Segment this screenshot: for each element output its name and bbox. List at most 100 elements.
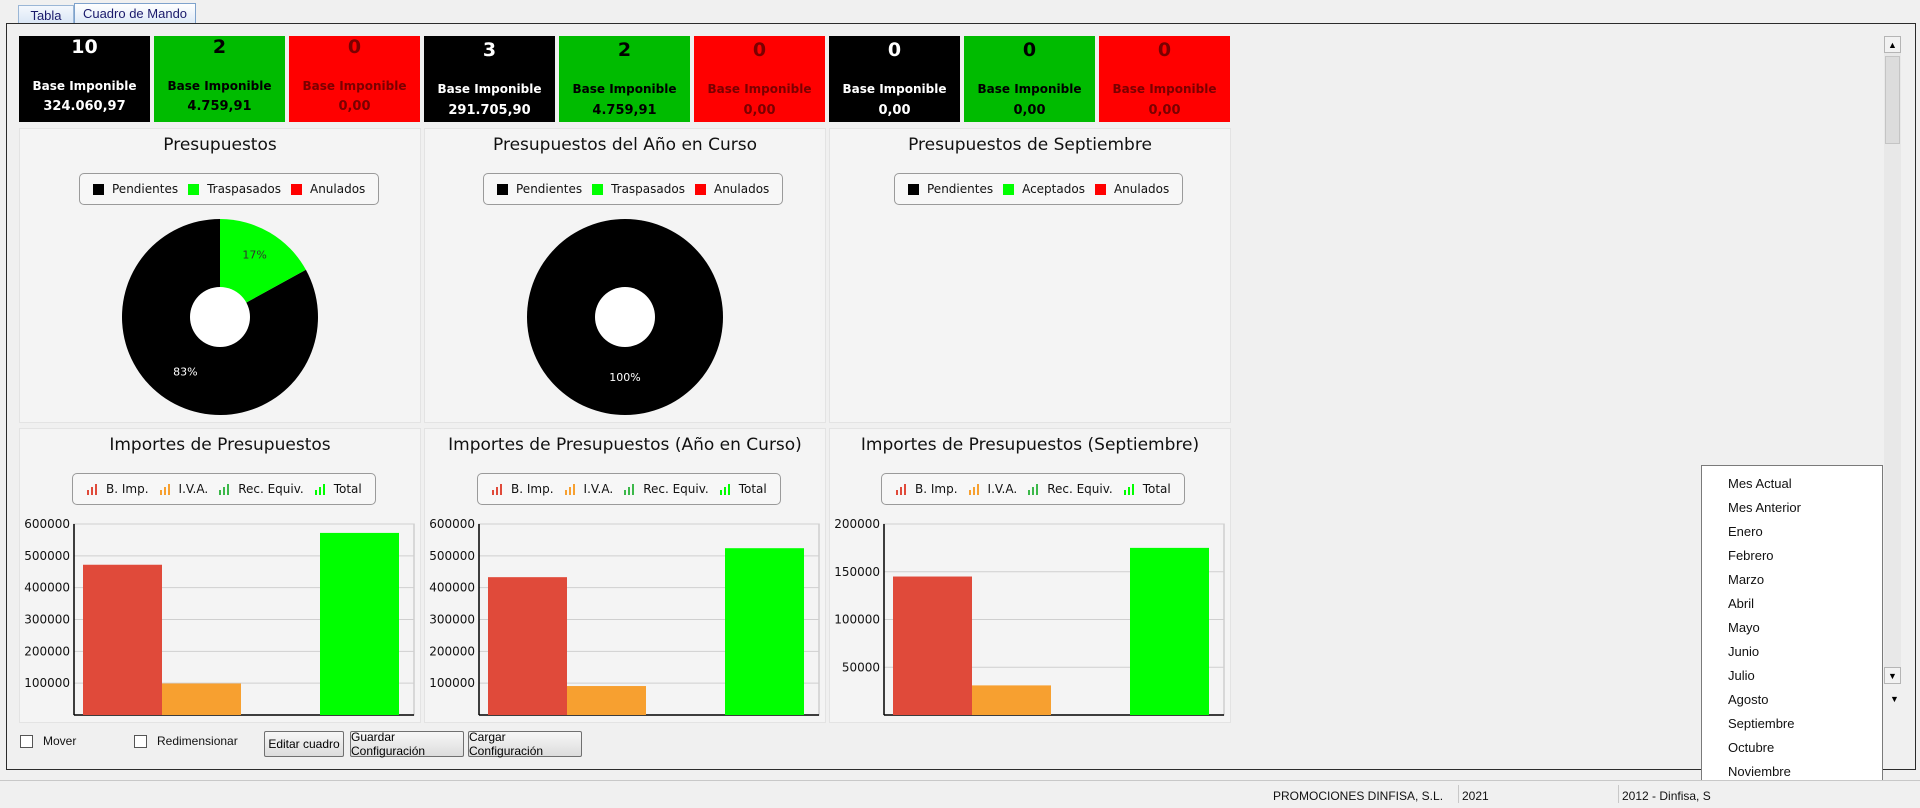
dropdown-option[interactable]: Mes Actual [1728, 476, 1792, 491]
redimensionar-checkbox[interactable]: Redimensionar [134, 734, 238, 748]
y-tick-label: 200000 [834, 517, 880, 531]
dropdown-option[interactable]: Enero [1728, 524, 1763, 539]
cargar-configuracion-button[interactable]: Cargar Configuración [468, 730, 582, 758]
bar-chart: 200000 150000 100000 50000 [834, 517, 1225, 716]
dropdown-option[interactable]: Septiembre [1728, 716, 1795, 731]
status-separator [1618, 785, 1619, 803]
scroll-up-icon[interactable]: ▲ [1884, 36, 1901, 53]
kpi-count: 0 [887, 39, 902, 61]
editar-cuadro-button[interactable]: Editar cuadro [264, 731, 344, 757]
pie-slice-label: 100% [609, 371, 640, 384]
checkbox-label: Mover [43, 734, 77, 748]
guardar-configuracion-button[interactable]: Guardar Configuración [350, 730, 464, 758]
pie-panel-septiembre: Presupuestos de Septiembre Pendientes Ac… [829, 128, 1231, 423]
chart-legend: B. Imp. I.V.A. Rec. Equiv. Total [881, 473, 1185, 505]
kpi-tile: 3 Base Imponible 291.705,90 [424, 36, 555, 122]
status-year: 2021 [1462, 789, 1489, 803]
kpi-label: Base Imponible [977, 82, 1082, 96]
bar-chart-icon [87, 484, 97, 495]
chart-legend: Pendientes Traspasados Anulados [483, 173, 784, 205]
dropdown-option[interactable]: Noviembre [1728, 764, 1791, 779]
legend-swatch-black [908, 183, 919, 195]
kpi-tile: 2 Base Imponible 4.759,91 [154, 36, 285, 122]
dropdown-option[interactable]: Marzo [1728, 572, 1765, 587]
status-separator [1458, 785, 1459, 803]
checkbox-box[interactable] [20, 734, 33, 748]
bar-chart-icon [1123, 484, 1134, 495]
scroll-thumb[interactable] [1885, 56, 1900, 144]
kpi-label: Base Imponible [842, 82, 947, 96]
legend-label: I.V.A. [987, 482, 1018, 496]
tab-tabla[interactable]: Tabla [18, 5, 74, 24]
dropdown-option[interactable]: Abril [1728, 596, 1755, 611]
dropdown-option[interactable]: Agosto [1728, 692, 1769, 707]
legend-swatch-green [1003, 183, 1015, 195]
chart-legend: B. Imp. I.V.A. Rec. Equiv. Total [72, 473, 376, 505]
dropdown-option[interactable]: Febrero [1728, 548, 1774, 563]
dropdown-option[interactable]: Junio [1728, 644, 1760, 659]
kpi-count: 0 [1157, 39, 1172, 61]
legend-label: Total [1142, 482, 1171, 496]
legend-item: Rec. Equiv. [1027, 482, 1113, 496]
legend-swatch-black [497, 183, 508, 195]
kpi-count: 0 [347, 36, 362, 58]
dropdown-arrow-icon[interactable]: ▼ [1890, 694, 1899, 704]
kpi-label: Base Imponible [707, 82, 812, 96]
bar-1 [972, 685, 1051, 715]
y-tick-label: 500000 [24, 549, 70, 563]
status-bar: PROMOCIONES DINFISA, S.L. 2021 2012 - Di… [0, 780, 1920, 806]
panel-title: Presupuestos [163, 135, 277, 155]
bar-3 [1130, 547, 1209, 715]
kpi-tile: 0 Base Imponible 0,00 [1099, 36, 1230, 122]
legend-label: Pendientes [112, 182, 179, 196]
kpi-count: 3 [482, 39, 497, 61]
mover-checkbox[interactable]: Mover [20, 734, 76, 748]
kpi-tile: 0 Base Imponible 0,00 [964, 36, 1095, 122]
bar-chart: 600000 500000 400000 300000 200000 100000 [429, 517, 820, 716]
legend-item: Anulados [290, 182, 365, 196]
dropdown-option[interactable]: Octubre [1728, 740, 1775, 755]
kpi-label: Base Imponible [167, 79, 272, 93]
checkbox-box[interactable] [134, 734, 147, 748]
bar-chart-icon [159, 484, 170, 495]
status-company: PROMOCIONES DINFISA, S.L. [1273, 789, 1444, 803]
kpi-value: 0,00 [743, 103, 776, 118]
y-tick-label: 600000 [429, 517, 475, 531]
legend-label: Pendientes [927, 182, 994, 196]
kpi-label: Base Imponible [302, 79, 407, 93]
kpi-tile: 0 Base Imponible 0,00 [829, 36, 960, 122]
legend-swatch-red [1094, 183, 1106, 195]
kpi-label: Base Imponible [32, 79, 137, 93]
legend-item: Total [1123, 482, 1171, 496]
panel-title: Presupuestos del Año en Curso [493, 135, 757, 155]
bar-0 [488, 577, 567, 715]
bar-1 [567, 686, 646, 715]
legend-item: B. Imp. [86, 482, 149, 496]
dropdown-option[interactable]: Julio [1728, 668, 1755, 683]
dropdown-option[interactable]: Mes Anterior [1728, 500, 1801, 515]
pie-slice-label: 17% [242, 248, 266, 261]
legend-item: Pendientes [497, 182, 582, 196]
y-tick-label: 50000 [842, 660, 880, 674]
dropdown-option[interactable]: Mayo [1728, 620, 1760, 635]
donut-chart: 83% 17% [122, 219, 318, 415]
bar-chart-icon [564, 484, 575, 495]
kpi-value: 324.060,97 [43, 99, 126, 114]
legend-item: I.V.A. [564, 482, 613, 496]
legend-swatch-green [188, 183, 200, 195]
y-tick-label: 400000 [429, 581, 475, 595]
panel-title: Presupuestos de Septiembre [908, 135, 1152, 155]
scroll-down-icon[interactable]: ▼ [1884, 667, 1901, 684]
kpi-value: 0,00 [338, 99, 371, 114]
legend-item: B. Imp. [895, 482, 958, 496]
y-tick-label: 500000 [429, 549, 475, 563]
bar-chart-icon [624, 484, 635, 495]
vertical-scrollbar[interactable]: ▲ ▼ [1884, 36, 1901, 684]
bar-chart-icon [314, 484, 325, 495]
y-tick-label: 200000 [24, 644, 70, 658]
tab-cuadro-de-mando[interactable]: Cuadro de Mando [74, 3, 196, 24]
legend-swatch-green [592, 183, 604, 195]
kpi-count: 2 [617, 39, 632, 61]
month-dropdown-list[interactable]: Mes Actual Mes Anterior Enero Febrero Marzo A… [1701, 465, 1883, 805]
legend-label: I.V.A. [178, 482, 209, 496]
